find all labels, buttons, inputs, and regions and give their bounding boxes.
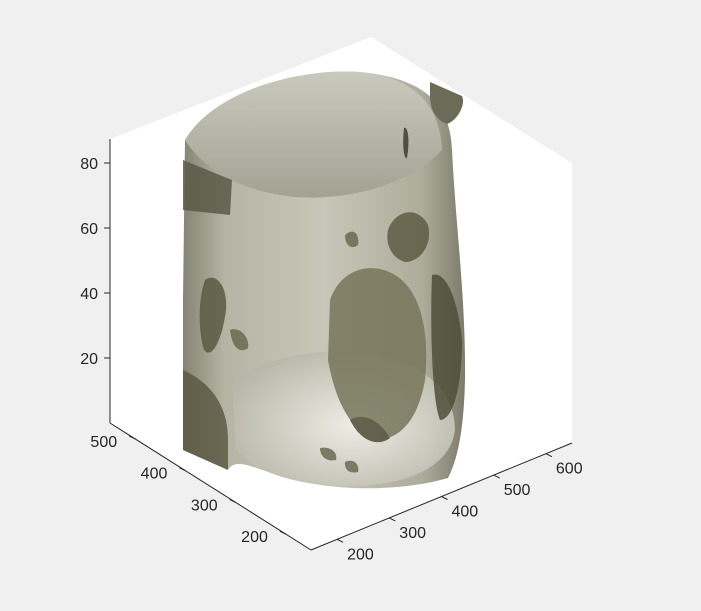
y-tick-label: 300: [191, 497, 218, 514]
x-tick-mark: [441, 496, 448, 500]
dark-patch-left-bottom: [183, 370, 228, 470]
x-tick-mark: [389, 517, 396, 522]
y-tick-mark: [279, 530, 287, 535]
x-tick-label: 400: [452, 504, 479, 521]
y-axis-line: [109, 422, 312, 551]
dark-patch-right: [431, 274, 462, 420]
y-tick-label: 500: [90, 434, 117, 451]
dark-patch-left-top: [183, 160, 232, 215]
y-tick-label: 400: [141, 466, 168, 483]
x-tick-mark: [336, 538, 344, 543]
x-tick-label: 600: [556, 461, 583, 478]
x-tick-label: 500: [504, 482, 531, 499]
z-tick-label: 80: [80, 156, 98, 173]
x-tick-label: 200: [347, 546, 374, 563]
volume-surface: [183, 71, 466, 489]
z-tick-label: 60: [80, 221, 98, 238]
x-tick-mark: [545, 453, 553, 458]
floating-fragment: [430, 82, 464, 124]
y-tick-mark: [128, 435, 136, 440]
x-tick-mark: [493, 474, 500, 479]
axis-ticks: 20 40 60 80 200 300 400 500 200 300 400 500 600: [80, 156, 582, 563]
y-tick-mark: [179, 467, 186, 472]
y-tick-label: 200: [241, 529, 268, 546]
interior-structures: [199, 127, 430, 473]
z-tick-label: 20: [80, 351, 98, 368]
x-tick-label: 300: [399, 525, 426, 542]
z-tick-label: 40: [80, 286, 98, 303]
y-tick-mark: [229, 498, 236, 503]
top-cap: [185, 71, 442, 198]
